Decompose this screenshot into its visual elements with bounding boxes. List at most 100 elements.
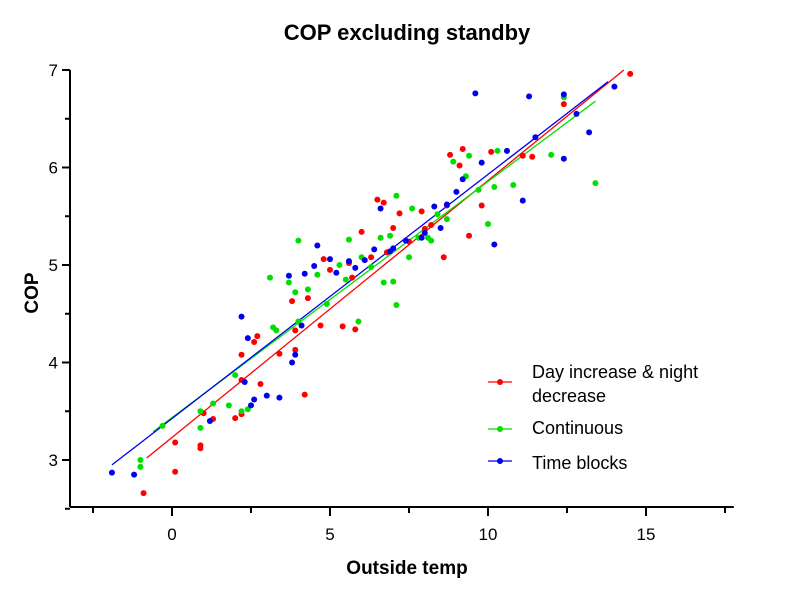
data-point xyxy=(503,147,510,154)
data-point xyxy=(459,145,466,152)
data-point xyxy=(421,229,428,236)
data-point xyxy=(336,262,343,268)
data-point xyxy=(266,274,273,281)
data-point xyxy=(320,256,327,263)
data-point xyxy=(390,278,397,285)
data-point xyxy=(333,269,340,276)
data-point xyxy=(443,216,450,223)
data-point xyxy=(285,279,292,286)
y-tick-label: 4 xyxy=(49,354,58,373)
data-point xyxy=(197,408,204,415)
data-point xyxy=(352,326,359,333)
data-point xyxy=(292,289,299,296)
data-point xyxy=(548,151,555,158)
data-point xyxy=(210,400,217,407)
data-point xyxy=(393,192,400,199)
data-point xyxy=(450,158,457,165)
data-point xyxy=(342,276,349,283)
data-point xyxy=(301,270,308,277)
data-point xyxy=(627,70,634,77)
data-point xyxy=(456,162,463,169)
data-point xyxy=(447,151,454,158)
data-point xyxy=(488,148,495,155)
x-tick-label: 15 xyxy=(637,525,656,544)
data-point xyxy=(197,424,204,431)
data-point xyxy=(159,422,166,429)
y-tick-label: 3 xyxy=(49,451,58,470)
data-point xyxy=(314,242,321,249)
data-point xyxy=(428,222,435,229)
data-point xyxy=(172,439,179,446)
data-point xyxy=(238,351,245,358)
legend-swatch-marker xyxy=(497,426,503,432)
data-point xyxy=(355,318,362,325)
data-point xyxy=(292,351,299,358)
data-point xyxy=(314,271,321,278)
data-point xyxy=(232,372,239,379)
data-point xyxy=(478,159,485,166)
data-point xyxy=(485,221,491,228)
trend-line xyxy=(111,81,609,466)
data-point xyxy=(560,91,567,98)
x-tick-label: 0 xyxy=(167,525,176,544)
data-point xyxy=(466,232,473,239)
data-point xyxy=(374,196,381,203)
data-point xyxy=(137,457,144,463)
data-point xyxy=(466,152,473,159)
data-point xyxy=(292,346,299,353)
data-point xyxy=(345,236,352,243)
legend-swatch-marker xyxy=(497,379,503,385)
legend-label: Day increase & night xyxy=(532,362,698,382)
x-axis-label: Outside temp xyxy=(346,558,467,579)
y-tick-label: 7 xyxy=(49,61,58,80)
data-point xyxy=(478,202,485,209)
data-point xyxy=(339,323,346,330)
data-point xyxy=(519,197,526,204)
data-point xyxy=(349,274,356,281)
data-point xyxy=(238,408,245,415)
data-point xyxy=(459,176,466,183)
data-point xyxy=(437,224,444,231)
x-tick-label: 5 xyxy=(325,525,334,544)
data-point xyxy=(137,463,144,470)
data-point xyxy=(475,186,482,193)
data-point xyxy=(358,228,365,235)
data-point xyxy=(560,101,567,108)
data-point xyxy=(276,350,283,357)
data-point xyxy=(295,237,302,244)
data-point xyxy=(409,205,416,212)
data-point xyxy=(418,208,425,215)
data-point xyxy=(431,203,438,210)
legend-swatch-marker xyxy=(497,458,503,464)
data-point xyxy=(206,418,213,424)
data-point xyxy=(371,246,378,253)
data-point xyxy=(377,205,384,212)
data-point xyxy=(327,256,333,263)
data-point xyxy=(285,272,292,279)
x-tick-label: 10 xyxy=(479,525,498,544)
data-point xyxy=(611,83,618,90)
data-point xyxy=(251,396,258,403)
data-point xyxy=(289,298,296,305)
data-point xyxy=(526,93,533,100)
data-point xyxy=(387,232,394,239)
data-point xyxy=(323,301,330,307)
data-point xyxy=(298,322,305,329)
axes: 3 4 5 6 7 0 5 10 15 xyxy=(49,61,734,544)
data-point xyxy=(494,147,501,154)
data-point xyxy=(368,254,375,261)
y-tick-label: 5 xyxy=(49,256,58,275)
data-point xyxy=(380,199,387,206)
data-point xyxy=(380,279,387,286)
data-point xyxy=(232,415,239,422)
data-point xyxy=(352,264,359,271)
data-point xyxy=(241,379,248,385)
data-point xyxy=(472,90,479,97)
data-point xyxy=(560,155,567,162)
data-point xyxy=(311,262,318,269)
data-point xyxy=(248,402,254,409)
data-point xyxy=(491,184,498,190)
data-point xyxy=(443,201,450,208)
legend-label: Time blocks xyxy=(532,453,627,473)
